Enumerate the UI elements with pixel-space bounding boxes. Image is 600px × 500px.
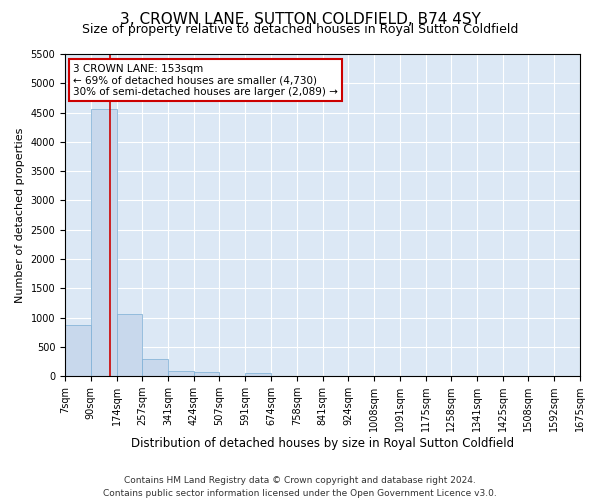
X-axis label: Distribution of detached houses by size in Royal Sutton Coldfield: Distribution of detached houses by size … [131,437,514,450]
Bar [91,109,116,376]
Bar [142,359,168,376]
Text: 3, CROWN LANE, SUTTON COLDFIELD, B74 4SY: 3, CROWN LANE, SUTTON COLDFIELD, B74 4SY [119,12,481,28]
Text: 3 CROWN LANE: 153sqm
← 69% of detached houses are smaller (4,730)
30% of semi-de: 3 CROWN LANE: 153sqm ← 69% of detached h… [73,64,338,97]
Bar [245,372,271,376]
Y-axis label: Number of detached properties: Number of detached properties [15,128,25,303]
Bar [194,372,220,376]
Bar [116,314,142,376]
Bar [65,324,91,376]
Text: Size of property relative to detached houses in Royal Sutton Coldfield: Size of property relative to detached ho… [82,22,518,36]
Bar [168,371,194,376]
Text: Contains HM Land Registry data © Crown copyright and database right 2024.
Contai: Contains HM Land Registry data © Crown c… [103,476,497,498]
